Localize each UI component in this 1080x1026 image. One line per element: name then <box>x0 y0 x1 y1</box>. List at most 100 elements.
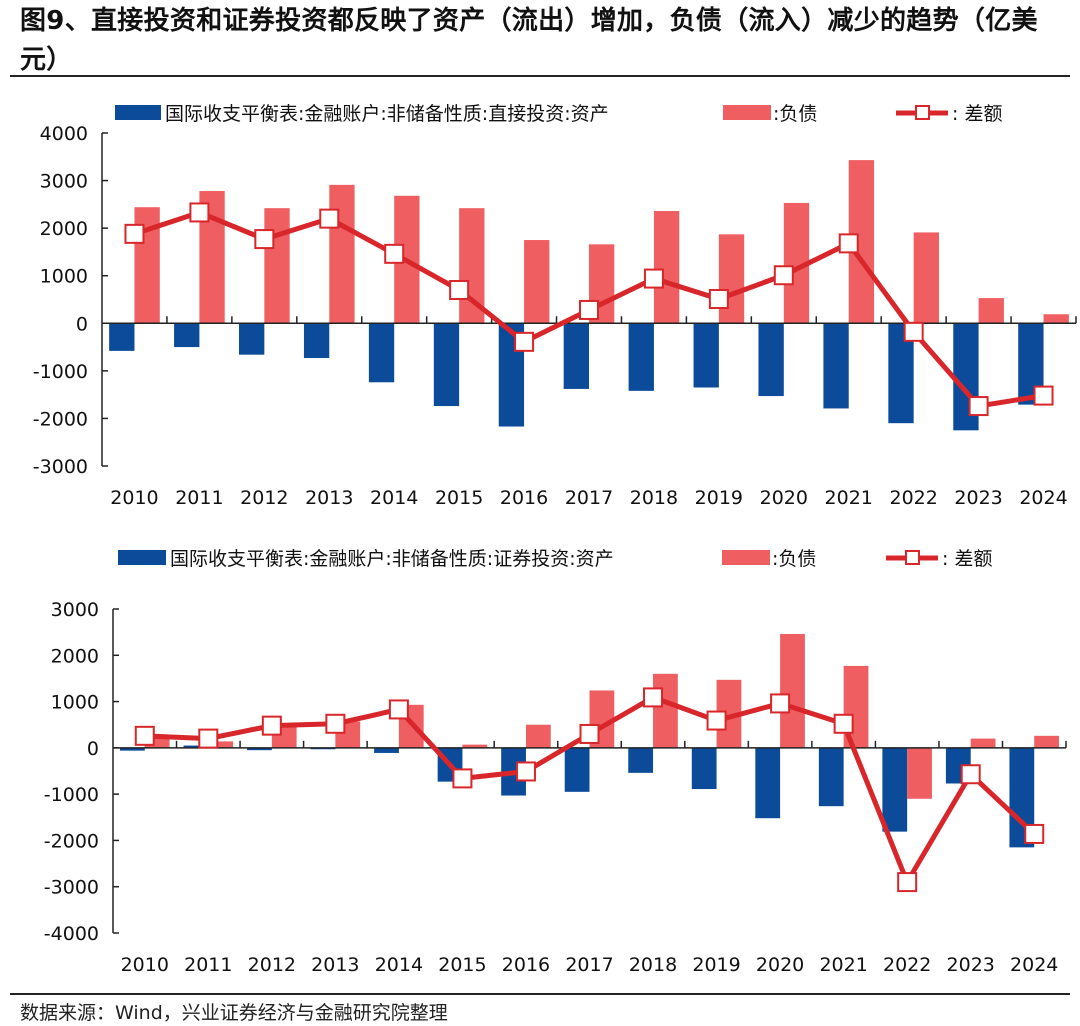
figure-title: 图9、直接投资和证券投资都反映了资产（流出）增加，负债（流入）减少的趋势（亿美元… <box>20 6 1038 75</box>
net-point <box>770 693 791 714</box>
legend-swatch-liabilities <box>722 550 770 565</box>
legend-label-liabilities: :负债 <box>772 548 816 570</box>
legend-label-assets: 国际收支平衡表:金融账户:非储备性质:证券投资:资产 <box>170 548 614 570</box>
bar-liabilities <box>907 747 932 799</box>
net-point <box>708 289 729 310</box>
legend: 国际收支平衡表:金融账户:非储备性质:证券投资:资产 :负债 : 差额 <box>118 548 992 570</box>
legend-label-net: : 差额 <box>952 103 1002 125</box>
x-tick-label: 2013 <box>305 487 353 509</box>
bar-assets <box>564 747 590 792</box>
net-point <box>833 713 854 734</box>
y-tick-label: 3000 <box>40 171 88 193</box>
net-point <box>773 265 794 286</box>
bar-liabilities <box>524 240 550 324</box>
bar-liabilities <box>978 298 1004 324</box>
bar-assets <box>823 323 849 409</box>
bar-assets <box>109 323 135 351</box>
y-tick-label: -3000 <box>33 456 88 478</box>
x-tick-label: 2015 <box>435 487 483 509</box>
net-point <box>254 229 275 250</box>
bar-liabilities <box>718 234 745 324</box>
net-point <box>452 768 473 789</box>
bar-liabilities <box>780 633 805 748</box>
y-tick-label: -1000 <box>33 361 88 383</box>
bar-assets <box>758 323 784 397</box>
net-point <box>968 396 989 417</box>
x-tick-label: 2010 <box>121 954 169 976</box>
x-tick-label: 2016 <box>502 954 550 976</box>
x-tick-label: 2020 <box>756 954 804 976</box>
bar-liabilities <box>208 741 234 748</box>
x-tick-label: 2013 <box>311 954 359 976</box>
net-point <box>838 233 859 254</box>
x-tick-label: 2018 <box>630 487 678 509</box>
x-tick-label: 2023 <box>954 487 1002 509</box>
bar-liabilities <box>1043 314 1069 324</box>
bar-liabilities <box>462 744 488 748</box>
y-tick-label: -3000 <box>44 877 99 899</box>
net-point <box>1033 385 1054 406</box>
x-tick-label: 2018 <box>629 954 677 976</box>
y-tick-label: 0 <box>76 313 88 335</box>
bar-assets <box>693 323 719 388</box>
y-tick-label: 3000 <box>51 599 99 621</box>
bar-liabilities <box>653 673 678 748</box>
y-tick-label: 1000 <box>40 266 88 288</box>
y-tick-label: 0 <box>87 738 99 760</box>
net-point <box>514 331 535 352</box>
x-tick-label: 2017 <box>565 954 613 976</box>
net-point <box>897 872 918 893</box>
x-tick-label: 2022 <box>889 487 937 509</box>
net-point <box>325 713 346 734</box>
bar-assets <box>183 745 209 748</box>
x-tick-label: 2014 <box>375 954 423 976</box>
x-tick-label: 2017 <box>565 487 613 509</box>
bar-assets <box>368 323 395 383</box>
legend-label-net: : 差额 <box>942 548 992 570</box>
bar-assets <box>691 747 717 790</box>
bar-liabilities <box>653 211 680 324</box>
x-tick-label: 2020 <box>760 487 808 509</box>
x-tick-label: 2021 <box>825 487 873 509</box>
y-tick-label: -4000 <box>44 923 99 945</box>
x-tick-label: 2011 <box>184 954 232 976</box>
bar-liabilities <box>970 738 996 748</box>
x-tick-label: 2014 <box>370 487 418 509</box>
y-tick-label: 2000 <box>51 645 99 667</box>
bar-assets <box>303 323 330 359</box>
net-point <box>643 687 664 708</box>
bar-assets <box>818 747 844 807</box>
legend-swatch-liabilities <box>723 105 771 120</box>
net-point <box>319 208 340 229</box>
bar-assets <box>755 747 781 819</box>
bar-liabilities <box>913 232 939 324</box>
net-point <box>579 723 600 744</box>
net-point <box>643 268 664 289</box>
bar-assets <box>563 323 589 389</box>
x-tick-label: 2019 <box>695 487 743 509</box>
x-tick-label: 2019 <box>692 954 740 976</box>
x-tick-label: 2011 <box>175 487 223 509</box>
net-point <box>515 761 536 782</box>
net-point <box>198 728 219 749</box>
bar-liabilities <box>264 208 290 324</box>
net-point <box>903 321 924 342</box>
bar-assets <box>628 323 654 391</box>
bar-assets <box>433 323 460 407</box>
source-note: 数据来源：Wind，兴业证券经济与金融研究院整理 <box>20 1002 448 1024</box>
bar-liabilities <box>1034 735 1060 748</box>
portfolio-investment-chart: 国际收支平衡表:金融账户:非储备性质:证券投资:资产 :负债 : 差额 3000 200… <box>44 548 1067 976</box>
x-tick-label: 2021 <box>819 954 867 976</box>
bar-assets <box>119 747 145 751</box>
net-point <box>449 279 470 300</box>
legend-label-assets: 国际收支平衡表:金融账户:非储备性质:直接投资:资产 <box>165 103 609 125</box>
y-tick-label: 2000 <box>40 218 88 240</box>
footer-divider <box>10 993 1070 995</box>
net-point <box>706 710 727 731</box>
legend-label-liabilities: :负债 <box>773 103 817 125</box>
title-divider <box>10 75 1070 77</box>
x-tick-label: 2012 <box>240 487 288 509</box>
legend-marker-net <box>915 105 930 120</box>
net-point <box>124 223 145 244</box>
bar-assets <box>239 323 265 355</box>
